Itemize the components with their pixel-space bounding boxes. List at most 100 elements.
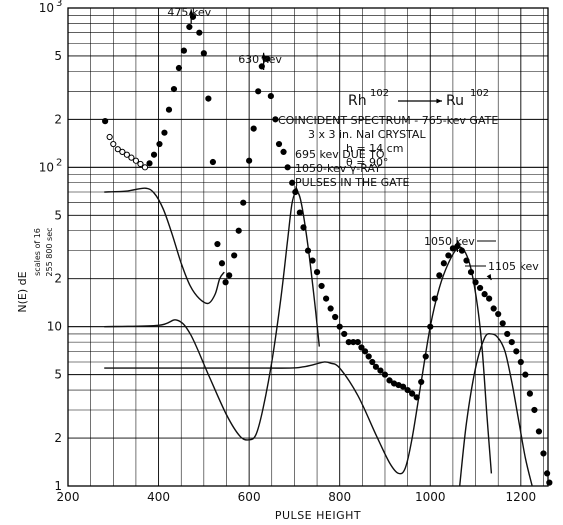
data-point	[186, 23, 193, 31]
series-layer	[104, 187, 533, 487]
data-point	[304, 247, 312, 254]
plot-border	[67, 7, 549, 487]
data-point	[365, 353, 372, 360]
data-point	[275, 140, 283, 148]
data-point	[486, 295, 493, 302]
y-tick-label: 2	[54, 272, 62, 286]
data-point	[472, 279, 479, 286]
data-point	[427, 323, 434, 330]
data-point	[146, 160, 153, 167]
data-point	[422, 353, 429, 360]
x-tick-label: 800	[328, 490, 351, 504]
annotation-630-kev: 630 kev	[238, 53, 282, 66]
data-point	[531, 406, 538, 414]
data-point	[280, 148, 287, 155]
data-point	[377, 367, 384, 374]
data-point	[341, 330, 348, 338]
data-point	[499, 320, 506, 327]
data-point	[504, 330, 511, 338]
y-tick-label: 2	[54, 431, 62, 445]
x-tick-label: 200	[57, 490, 80, 504]
data-point	[240, 199, 247, 206]
y-axis-subtitle-2: 255 800 sec	[45, 227, 54, 276]
y-tick-label: 2	[54, 112, 62, 126]
data-point	[332, 313, 339, 321]
data-point	[418, 378, 425, 386]
data-point	[267, 92, 274, 100]
data-point	[540, 450, 547, 457]
data-point	[161, 129, 168, 136]
data-point	[250, 125, 257, 132]
data-point	[309, 257, 316, 264]
annotation-475-kev: 475 kev	[167, 6, 211, 19]
arrow-630-kev-head	[261, 52, 266, 59]
y-tick-label: 10	[39, 160, 54, 174]
data-point	[222, 279, 229, 286]
y-axis-subtitle: scales of 16	[33, 228, 42, 276]
data-point	[137, 160, 144, 168]
y-tick-label: 5	[54, 208, 62, 222]
x-tick-label: 1000	[415, 490, 446, 504]
data-point	[404, 386, 411, 394]
data-point	[463, 257, 470, 264]
data-point	[264, 55, 271, 62]
data-point	[508, 339, 515, 346]
data-point	[467, 269, 475, 276]
fit-curve-3	[104, 246, 493, 475]
data-point	[381, 371, 389, 378]
data-point	[318, 282, 325, 290]
data-point	[517, 358, 524, 366]
data-point	[543, 470, 551, 477]
data-point	[180, 47, 188, 54]
data-point	[526, 390, 533, 397]
data-point	[218, 260, 226, 267]
data-point	[156, 140, 163, 148]
data-point	[175, 64, 183, 72]
reaction-from: Rh	[348, 93, 367, 109]
arrow-1105-kev-head	[486, 274, 492, 280]
data-point	[369, 358, 376, 366]
fit-curve-1	[104, 187, 225, 305]
reaction-to-mass: 102	[470, 88, 489, 99]
data-point	[123, 151, 130, 158]
data-point	[445, 252, 452, 259]
data-point	[300, 224, 307, 231]
data-point	[436, 272, 443, 279]
data-point	[272, 116, 279, 123]
data-point	[165, 106, 173, 113]
data-point	[132, 157, 140, 164]
x-tick-label: 600	[238, 490, 261, 504]
data-point	[409, 390, 416, 397]
data-point	[289, 179, 296, 186]
data-point	[327, 305, 334, 312]
data-point	[323, 295, 330, 302]
data-point	[413, 394, 420, 401]
data-point	[490, 305, 497, 312]
annotation-695-kev-line1: 695 kev DUE TO	[295, 148, 385, 161]
data-point	[284, 164, 291, 171]
data-point	[431, 295, 438, 302]
annotation-1105-kev: 1105 kev	[488, 260, 539, 273]
reaction-to: Ru	[446, 93, 464, 109]
data-point	[399, 383, 407, 390]
arrow-1050-kev-head	[455, 240, 460, 246]
arrow-475-kev-head	[188, 9, 194, 15]
title-line-4: θ = 90°	[346, 156, 388, 169]
y-tick-label: 10	[39, 1, 54, 15]
y-tick-label: 5	[54, 49, 62, 63]
title-line-1: COINCIDENT SPECTRUM - 765-kev GATE	[278, 114, 498, 127]
y-tick-label: 1	[54, 479, 62, 493]
data-point	[354, 339, 361, 346]
data-point	[522, 371, 529, 378]
reaction-arrow-head	[436, 98, 442, 104]
data-point	[440, 260, 447, 267]
data-point	[110, 140, 117, 148]
y-tick-label: 5	[54, 368, 62, 382]
data-point	[209, 158, 217, 166]
data-point	[246, 157, 253, 164]
data-point	[231, 252, 238, 259]
data-point	[358, 344, 365, 351]
